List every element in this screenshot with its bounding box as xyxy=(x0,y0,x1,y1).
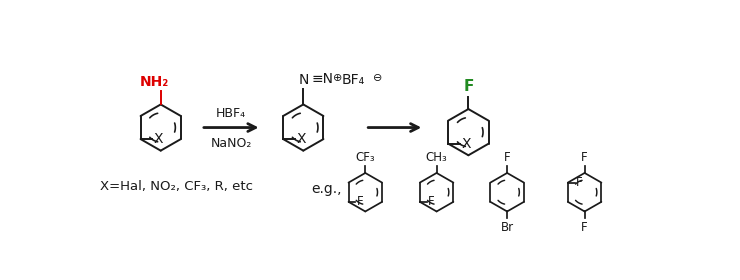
Text: X: X xyxy=(462,137,471,151)
Text: F: F xyxy=(576,176,583,189)
Text: F: F xyxy=(582,221,588,234)
Text: ⊕: ⊕ xyxy=(333,73,342,83)
Text: NaNO₂: NaNO₂ xyxy=(211,137,252,150)
Text: ⊖: ⊖ xyxy=(373,73,383,83)
Text: BF₄: BF₄ xyxy=(342,73,366,87)
Text: NH₂: NH₂ xyxy=(140,75,169,89)
Text: Br: Br xyxy=(500,221,514,234)
Text: N: N xyxy=(299,73,309,87)
Text: F: F xyxy=(582,151,588,164)
Text: X=Hal, NO₂, CF₃, R, etc: X=Hal, NO₂, CF₃, R, etc xyxy=(100,179,253,193)
Text: X: X xyxy=(154,132,164,146)
Text: F: F xyxy=(357,195,363,208)
Text: F: F xyxy=(504,151,511,164)
Text: CF₃: CF₃ xyxy=(355,151,375,164)
Text: HBF₄: HBF₄ xyxy=(216,107,246,120)
Text: ≡N: ≡N xyxy=(311,72,333,86)
Text: F: F xyxy=(428,195,435,208)
Text: e.g.,: e.g., xyxy=(311,182,342,196)
Text: F: F xyxy=(463,79,474,94)
Text: X: X xyxy=(296,132,306,146)
Text: CH₃: CH₃ xyxy=(425,151,448,164)
